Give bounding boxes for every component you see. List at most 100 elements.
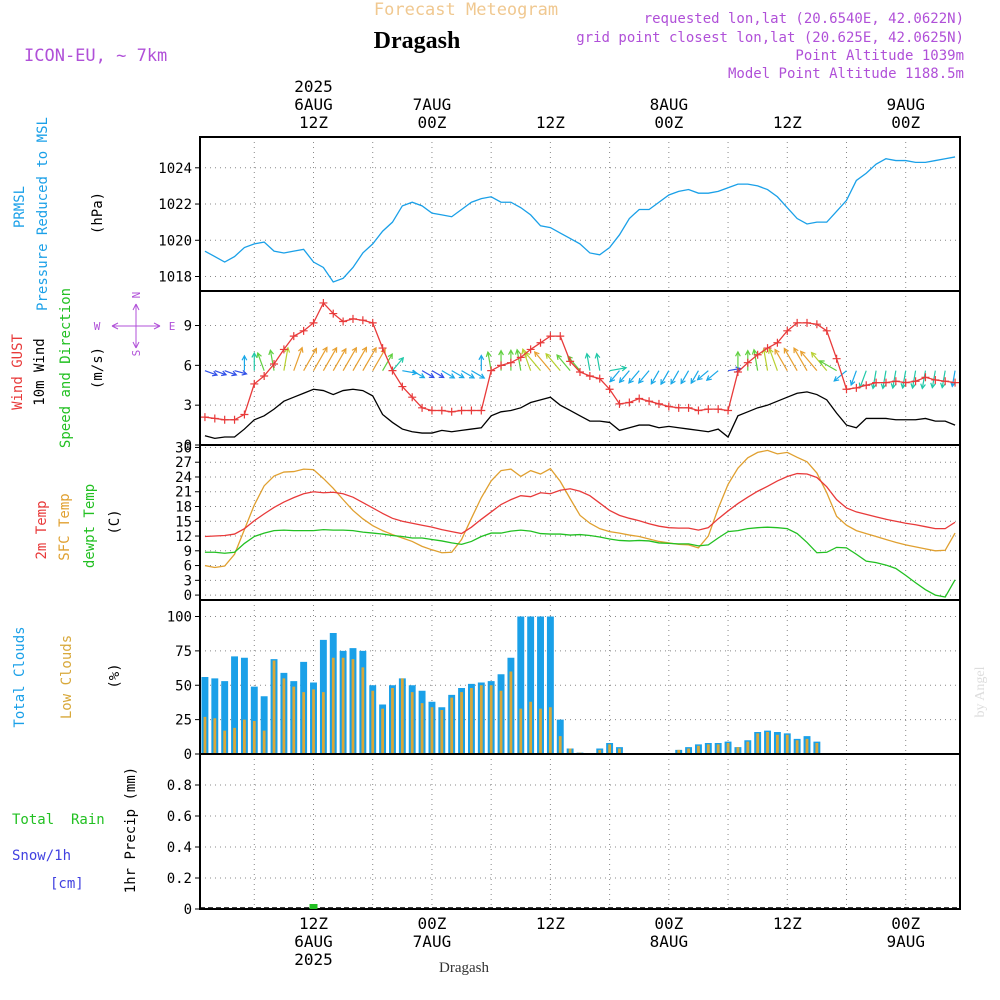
wind-arrow — [545, 353, 561, 372]
gust-marker — [674, 403, 683, 412]
low-cloud-bar — [361, 667, 365, 754]
gust-marker — [477, 406, 486, 415]
wind-arrow — [892, 370, 897, 389]
total-cloud-bar — [250, 686, 258, 754]
wind-arrow — [609, 367, 627, 372]
low-clouds-label: Low Clouds — [59, 635, 75, 719]
temp-ytick-label: 27 — [175, 455, 192, 471]
low-cloud-bar — [400, 678, 404, 754]
wind-arrow-head — [241, 354, 248, 361]
precip-ytick-label: 0 — [184, 902, 192, 918]
low-cloud-bar — [746, 741, 750, 754]
compass-rose: N W E S — [94, 292, 176, 357]
precip-panel: 0 0.2 0.4 0.6 0.8 — [167, 753, 961, 918]
wind-arrow — [332, 348, 347, 371]
low-cloud-bar — [470, 688, 473, 754]
low-cloud-bar — [529, 701, 533, 754]
wind-arrow-head — [734, 350, 741, 357]
wind-arrow — [204, 370, 218, 376]
gust-marker — [822, 326, 831, 335]
wind-arrow-head — [351, 346, 357, 353]
wind-arrow-head — [621, 365, 628, 372]
wind-arrow — [362, 347, 377, 371]
wind-arrow — [257, 352, 265, 371]
gust-marker — [852, 383, 861, 392]
wind-arrow-head — [231, 370, 238, 377]
pressure-ytick-label: 1020 — [158, 233, 192, 249]
wind-arrow — [819, 360, 837, 372]
wind-arrow-head — [211, 370, 219, 377]
wind-arrow-head — [507, 349, 514, 355]
gust-marker — [358, 316, 367, 325]
low-cloud-bar — [450, 697, 454, 754]
wind-arrow-head — [793, 347, 799, 354]
gust-marker — [951, 378, 960, 387]
wind-arrow-head — [690, 378, 696, 385]
wind-arrow-head — [670, 378, 676, 385]
wind-arrow — [312, 347, 328, 371]
wind-arrow — [522, 349, 532, 371]
low-cloud-bar — [331, 657, 335, 754]
wind-arrow-head — [594, 352, 601, 359]
low-cloud-bar — [479, 685, 483, 754]
gust-marker — [556, 332, 565, 341]
gust-marker — [842, 385, 851, 394]
gust-marker — [783, 326, 792, 335]
low-cloud-bar — [677, 749, 681, 754]
gust-marker — [881, 378, 890, 387]
top-time-label: 00Z — [654, 113, 683, 132]
wind-arrow — [234, 370, 247, 375]
wind-arrow-head — [940, 382, 946, 389]
bottom-time-label: 12Z — [299, 914, 328, 933]
wind-arrow-head — [545, 352, 551, 359]
wind-panel: 0 3 6 9 — [184, 290, 961, 454]
gust-marker — [625, 398, 634, 407]
gust-marker — [467, 406, 476, 415]
top-time-label: 9AUG — [886, 95, 925, 114]
wind-arrow — [382, 353, 393, 371]
supertitle: Forecast Meteogram — [374, 0, 558, 20]
gust-marker — [714, 405, 723, 414]
wind-arrow-head — [609, 376, 616, 383]
low-cloud-bar — [203, 716, 207, 754]
wind-arrow — [516, 349, 522, 371]
wind-arrow — [224, 370, 237, 376]
low-cloud-bar — [736, 747, 740, 754]
wind-arrow-head — [498, 349, 504, 356]
wind-arrow — [680, 370, 690, 384]
low-cloud-bar — [213, 718, 217, 754]
gust-marker — [250, 379, 259, 388]
wind-arrow-head — [438, 372, 445, 379]
pressure-panel: 1018 1020 1022 1024 — [158, 136, 961, 292]
gust-marker — [832, 354, 841, 363]
low-cloud-bar — [716, 744, 720, 754]
wind-arrow — [283, 347, 289, 371]
low-cloud-bar — [312, 689, 315, 754]
wind-arrow-head — [751, 348, 758, 355]
compass-w: W — [94, 320, 101, 333]
gust-marker — [279, 345, 288, 354]
compass-s: S — [130, 350, 143, 357]
temp-2m-line — [204, 472, 956, 538]
wind-arrow-head — [833, 376, 840, 382]
wind-ytick-label: 6 — [184, 358, 192, 374]
low-cloud-bar — [341, 657, 345, 754]
temp-ytick-label: 6 — [184, 559, 192, 575]
wind-arrow-head — [251, 351, 258, 358]
wind-arrow — [859, 370, 867, 388]
wind-arrow — [471, 370, 485, 379]
wind-arrow-head — [428, 372, 435, 379]
temp-sfc-label: SFC Temp — [57, 493, 73, 560]
gust-marker — [230, 415, 239, 424]
gust-marker — [289, 332, 298, 341]
low-cloud-bar — [598, 749, 602, 754]
bottom-time-label: 8AUG — [650, 932, 689, 951]
wind-arrow-head — [774, 348, 780, 355]
gust-marker — [329, 309, 338, 318]
total-rain-label: Total Rain — [12, 812, 105, 828]
wind-arrow — [638, 370, 650, 384]
total-cloud-bar — [231, 656, 238, 754]
wind-arrow — [882, 370, 887, 389]
gust-marker — [220, 415, 229, 424]
